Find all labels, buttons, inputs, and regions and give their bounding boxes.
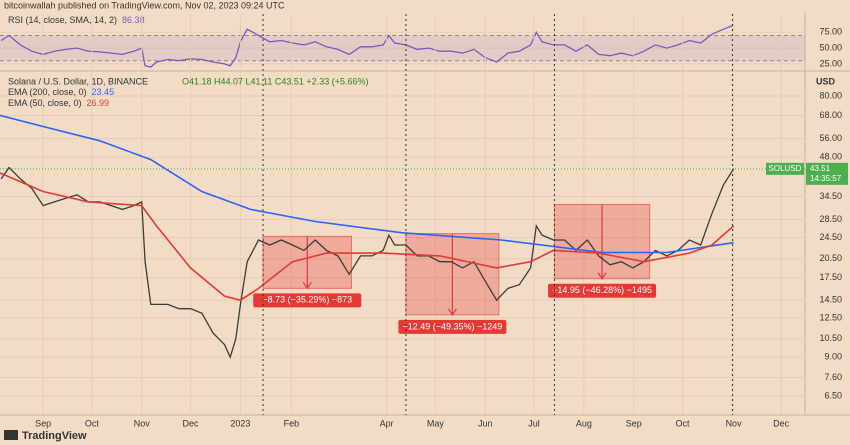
legend-value: 26.99: [87, 98, 110, 108]
y-tick-label: 9.00: [824, 352, 842, 362]
y-tick-label: 20.50: [819, 253, 842, 263]
symbol-badge: SOLUSD: [769, 164, 802, 173]
series-line: [0, 114, 734, 254]
y-tick-label: 56.00: [819, 133, 842, 143]
x-tick-label: Oct: [676, 418, 691, 428]
measure-label-bg: [548, 283, 657, 298]
legend-value: 86.38: [122, 15, 145, 25]
legend: EMA (200, close, 0) 23.45: [8, 87, 114, 97]
y-tick-label: 17.50: [819, 272, 842, 282]
x-tick-label: Sep: [35, 418, 51, 428]
x-tick-label: Aug: [576, 418, 592, 428]
currency-label: USD: [816, 76, 836, 86]
x-tick-label: Feb: [284, 418, 300, 428]
series-line: [0, 24, 734, 68]
legend-title: Solana / U.S. Dollar, 1D, BINANCE: [8, 76, 148, 86]
measure-label: −14.95 (−46.28%) −1495: [552, 285, 652, 295]
price-badge: 43.51: [810, 164, 831, 173]
footer: TradingView: [22, 430, 87, 442]
x-tick-label: Dec: [182, 418, 199, 428]
y-tick-label: 14.50: [819, 295, 842, 305]
series-line: [0, 166, 735, 360]
y-tick-label: 34.50: [819, 191, 842, 201]
measure-arrow: [447, 233, 457, 316]
symbol-badge-bg: [766, 162, 804, 175]
measure-arrow: [302, 236, 312, 290]
x-tick-label: Oct: [85, 418, 100, 428]
measure-label: −8.73 (−35.29%) −873: [262, 295, 352, 305]
x-tick-label: 2023: [230, 418, 250, 428]
y-tick-label: 80.00: [819, 90, 842, 100]
y-tick-label: 12.50: [819, 312, 842, 322]
y-tick-label: 28.50: [819, 214, 842, 224]
legend-name: EMA (50, close, 0): [8, 98, 82, 108]
legend-ohlc: O41.18 H44.07 L41.11 C43.51 +2.33 (+5.66…: [182, 76, 368, 86]
x-tick-label: Nov: [726, 418, 743, 428]
countdown: 14:35:57: [810, 174, 842, 183]
measure-label-bg: [398, 319, 507, 334]
legend-value: 23.45: [92, 87, 115, 97]
y-tick-label: 68.00: [819, 110, 842, 120]
measure-label: −12.49 (−49.35%) −1249: [402, 321, 502, 331]
legend-title: RSI (14, close, SMA, 14, 2): [8, 15, 117, 25]
y-tick-label: 6.50: [824, 390, 842, 400]
y-tick-label: 50.00: [819, 42, 842, 52]
logo-icon: [4, 430, 18, 440]
header: bitcoinwallah published on TradingView.c…: [4, 0, 285, 10]
y-tick-label: 24.50: [819, 232, 842, 242]
x-tick-label: Dec: [773, 418, 790, 428]
series-line: [0, 172, 735, 302]
measure-arrow: [597, 204, 607, 280]
x-tick-label: Sep: [626, 418, 642, 428]
x-tick-label: May: [427, 418, 445, 428]
x-tick-label: Jul: [528, 418, 540, 428]
legend: RSI (14, close, SMA, 14, 2) 86.38: [8, 15, 145, 25]
measure-label-bg: [253, 293, 362, 308]
y-tick-label: 7.60: [824, 372, 842, 382]
y-tick-label: 25.00: [819, 58, 842, 68]
x-tick-label: Apr: [380, 418, 394, 428]
x-tick-label: Jun: [478, 418, 493, 428]
y-tick-label: 75.00: [819, 27, 842, 37]
price-badge-bg: [806, 162, 848, 185]
rsi-band: [0, 35, 805, 61]
y-tick-label: 48.00: [819, 151, 842, 161]
legend: EMA (50, close, 0) 26.99: [8, 98, 109, 108]
y-tick-label: 10.50: [819, 333, 842, 343]
x-tick-label: Nov: [134, 418, 151, 428]
legend-name: EMA (200, close, 0): [8, 87, 87, 97]
